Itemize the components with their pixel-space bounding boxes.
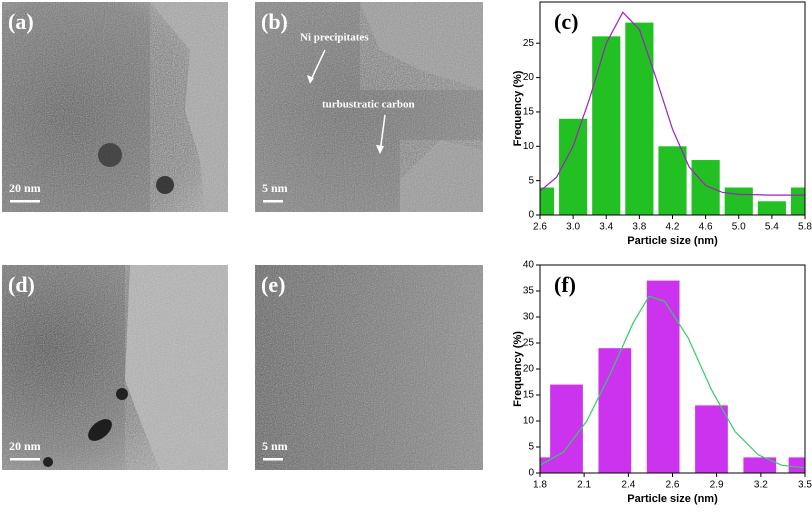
bar (625, 22, 654, 215)
y-tick-label: 10 (523, 141, 535, 152)
x-tick-label: 2.4 (621, 480, 635, 491)
bar (592, 36, 621, 215)
scale-bar-label: 20 nm (9, 181, 41, 195)
y-tick-label: 5 (528, 442, 534, 453)
tem-image-a (2, 2, 228, 212)
y-tick-label: 0 (528, 210, 534, 221)
tem-image-b (255, 2, 483, 212)
plot-area (540, 11, 805, 215)
x-tick-label: 1.8 (533, 480, 547, 491)
y-tick-label: 30 (523, 312, 535, 323)
panel-label: (d) (8, 272, 35, 297)
x-tick-label: 5.0 (732, 222, 746, 233)
tem-image-e (255, 265, 483, 470)
x-tick-label: 2.9 (710, 480, 724, 491)
x-tick-label: 2.1 (577, 480, 591, 491)
y-tick-label: 35 (523, 286, 535, 297)
x-tick-label: 3.8 (632, 222, 646, 233)
x-tick-label: 3.4 (599, 222, 613, 233)
bar (788, 457, 805, 473)
bar (550, 384, 583, 473)
bar (757, 201, 786, 215)
bar (598, 348, 632, 473)
y-tick-label: 25 (523, 338, 535, 349)
y-tick-label: 5 (528, 175, 534, 186)
y-tick-label: 20 (523, 72, 535, 83)
x-axis-label: Particle size (nm) (627, 493, 718, 505)
scale-bar-label: 5 nm (262, 181, 288, 195)
y-axis-label: Frequency (%) (512, 331, 524, 407)
scale-bar (263, 200, 283, 203)
chart: 2.6 3.0 3.4 3.8 4.2 4.6 5.0 5.4 5.8 0 5 10 15 20 25 Par… (512, 1, 812, 247)
bar (695, 405, 728, 473)
y-tick-label: 40 (523, 260, 535, 271)
y-tick-label: 20 (523, 364, 535, 375)
arrowhead (376, 145, 384, 154)
scale-bar (263, 458, 283, 461)
arrow (309, 49, 326, 83)
bar (724, 187, 753, 215)
scale-bar-label: 20 nm (9, 439, 41, 453)
x-tick-label: 4.2 (666, 222, 680, 233)
y-tick-label: 0 (528, 468, 534, 479)
x-tick-label: 3.5 (798, 480, 812, 491)
tem-image-d (2, 265, 228, 470)
bar (691, 160, 720, 215)
annotation: turbustratic carbon (322, 99, 415, 111)
bar (540, 187, 555, 215)
fit-curve (540, 11, 805, 196)
bar (646, 280, 680, 473)
scale-bar-label: 5 nm (262, 439, 288, 453)
y-tick-label: 15 (523, 107, 535, 118)
bar (790, 187, 805, 215)
panel-label: (e) (261, 272, 285, 297)
x-tick-label: 3.0 (566, 222, 580, 233)
y-tick-label: 15 (523, 390, 535, 401)
panel-label: (f) (554, 272, 576, 297)
bar (559, 118, 588, 215)
y-tick-label: 10 (523, 416, 535, 427)
x-tick-label: 5.4 (765, 222, 779, 233)
bar (743, 457, 777, 473)
chart: 1.8 2.1 2.4 2.6 2.9 3.2 3.5 0 5 10 15 20 25 30 35 40 Par… (512, 260, 812, 505)
x-tick-label: 2.6 (533, 222, 547, 233)
panel-label: (c) (554, 9, 578, 34)
bar (658, 146, 687, 215)
plot-area (540, 280, 805, 473)
x-tick-label: 3.2 (754, 480, 768, 491)
y-tick-label: 25 (523, 38, 535, 49)
x-tick-label: 4.6 (699, 222, 713, 233)
arrowhead (307, 75, 314, 84)
panel-label: (a) (8, 9, 34, 34)
annotation: Ni precipitates (300, 32, 369, 44)
x-tick-label: 5.8 (798, 222, 812, 233)
x-tick-label: 2.6 (666, 480, 680, 491)
scale-bar (10, 200, 40, 203)
panel-label: (b) (261, 9, 288, 34)
fit-curve (540, 295, 805, 469)
scale-bar (10, 458, 40, 461)
x-axis-label: Particle size (nm) (627, 235, 718, 247)
y-axis-label: Frequency (%) (512, 70, 524, 146)
